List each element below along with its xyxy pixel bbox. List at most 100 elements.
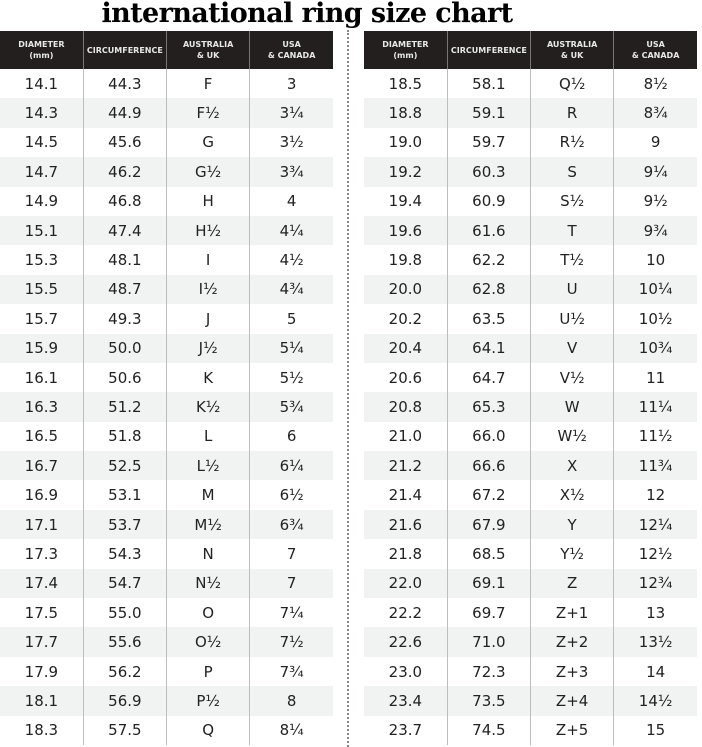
header-australia-uk: AUSTRALIA & UK [529, 31, 614, 69]
table-row: 14.5 45.6 G 3½ [0, 127, 333, 158]
header-circumference: CIRCUMFERENCE [446, 31, 531, 69]
cell-usa-canada: 11¾ [613, 451, 697, 481]
cell-usa-canada: 9¼ [613, 157, 697, 187]
cell-circumference: 54.7 [82, 568, 167, 599]
cell-diameter: 19.2 [364, 157, 448, 187]
cell-usa-canada: 8½ [613, 69, 697, 99]
table-row: 16.1 50.6 K 5½ [0, 362, 333, 393]
cell-circumference: 51.8 [82, 421, 167, 452]
table-row: 18.8 59.1 R 8¾ [364, 98, 697, 128]
cell-diameter: 19.8 [388, 251, 423, 270]
cell-australia-uk: M½ [165, 509, 250, 540]
table-row: 19.4 60.9 S½ 9½ [364, 186, 697, 216]
table-row: 17.7 55.6 O½ 7½ [0, 627, 333, 657]
cell-usa-canada: 10¾ [613, 333, 697, 363]
table-row: 19.8 62.2 T½ 10 [364, 245, 697, 275]
cell-usa-canada: 4 [249, 186, 333, 216]
table-row: 22.6 71.0 Z+2 13½ [364, 627, 697, 657]
cell-circumference: 50.0 [82, 333, 167, 363]
cell-diameter: 22.2 [388, 603, 423, 622]
cell-usa-canada: 10 [613, 245, 697, 275]
cell-usa-canada: 3½ [249, 127, 333, 158]
table-row: 14.9 46.8 H 4 [0, 186, 333, 216]
cell-circumference: 48.1 [82, 245, 167, 275]
table-row: 21.2 66.6 X 11¾ [364, 451, 697, 481]
cell-australia-uk: P½ [165, 686, 250, 716]
table-row: 21.4 67.2 X½ 12 [364, 480, 697, 510]
table-row: 17.5 55.0 O 7¼ [0, 598, 333, 628]
table-body: 14.1 44.3 F 3 14.3 44.9 F½ 3¼ 14.5 45.6 G 3½ 14.7 46.… [0, 69, 333, 745]
cell-diameter: 16.9 [24, 486, 59, 505]
table-row: 23.0 72.3 Z+3 14 [364, 656, 697, 687]
cell-circumference: 61.6 [446, 215, 531, 246]
cell-australia-uk: J½ [165, 333, 250, 363]
cell-australia-uk: H [165, 186, 250, 216]
dotted-divider [347, 30, 349, 747]
cell-usa-canada: 6 [249, 421, 333, 452]
cell-diameter: 16.7 [0, 451, 84, 481]
cell-australia-uk: W [529, 392, 614, 422]
cell-usa-canada: 12¼ [613, 509, 697, 540]
cell-australia-uk: Q½ [529, 69, 614, 99]
page-title: international ring size chart [101, 0, 513, 29]
cell-usa-canada: 14½ [613, 686, 697, 716]
cell-usa-canada: 4¼ [249, 215, 333, 246]
cell-circumference: 68.5 [446, 539, 531, 569]
cell-australia-uk: R½ [529, 127, 614, 158]
cell-diameter: 14.9 [24, 192, 59, 211]
cell-circumference: 48.7 [82, 274, 167, 305]
cell-diameter: 22.6 [364, 627, 448, 657]
cell-circumference: 44.9 [82, 98, 167, 128]
cell-usa-canada: 7½ [249, 627, 333, 657]
cell-usa-canada: 7¾ [249, 656, 333, 687]
cell-circumference: 67.9 [446, 509, 531, 540]
table-row: 20.8 65.3 W 11¼ [364, 392, 697, 422]
cell-circumference: 64.7 [446, 362, 531, 393]
table-row: 17.1 53.7 M½ 6¾ [0, 509, 333, 540]
table-row: 16.9 53.1 M 6½ [0, 480, 333, 510]
cell-usa-canada: 15 [613, 715, 697, 745]
cell-australia-uk: S½ [529, 186, 614, 216]
cell-usa-canada: 8¾ [613, 98, 697, 128]
cell-usa-canada: 6¾ [249, 509, 333, 540]
table-row: 22.2 69.7 Z+1 13 [364, 598, 697, 628]
cell-circumference: 71.0 [446, 627, 531, 657]
cell-australia-uk: X½ [529, 480, 614, 510]
cell-australia-uk: O½ [165, 627, 250, 657]
cell-circumference: 67.2 [446, 480, 531, 510]
cell-diameter: 21.0 [388, 427, 423, 446]
cell-australia-uk: G [165, 127, 250, 158]
cell-diameter: 22.0 [364, 568, 448, 599]
cell-usa-canada: 12½ [613, 539, 697, 569]
cell-australia-uk: T [529, 215, 614, 246]
cell-diameter: 14.1 [24, 74, 59, 93]
cell-circumference: 62.8 [446, 274, 531, 305]
table-row: 18.5 58.1 Q½ 8½ [364, 69, 697, 99]
cell-diameter: 17.3 [24, 544, 59, 563]
table-row: 20.4 64.1 V 10¾ [364, 333, 697, 363]
table-row: 21.0 66.0 W½ 11½ [364, 421, 697, 452]
cell-australia-uk: Y½ [529, 539, 614, 569]
table-row: 20.2 63.5 U½ 10½ [364, 304, 697, 334]
cell-usa-canada: 9½ [613, 186, 697, 216]
cell-australia-uk: J [165, 304, 250, 334]
cell-circumference: 72.3 [446, 656, 531, 687]
cell-usa-canada: 9 [613, 127, 697, 158]
cell-circumference: 60.3 [446, 157, 531, 187]
cell-australia-uk: Q [165, 715, 250, 745]
table-row: 16.3 51.2 K½ 5¾ [0, 392, 333, 422]
table-row: 17.3 54.3 N 7 [0, 539, 333, 569]
cell-usa-canada: 7 [249, 539, 333, 569]
cell-circumference: 65.3 [446, 392, 531, 422]
cell-circumference: 51.2 [82, 392, 167, 422]
cell-diameter: 17.4 [0, 568, 84, 599]
cell-australia-uk: N½ [165, 568, 250, 599]
cell-australia-uk: L½ [165, 451, 250, 481]
cell-circumference: 44.3 [82, 69, 167, 99]
cell-australia-uk: X [529, 451, 614, 481]
cell-circumference: 50.6 [82, 362, 167, 393]
cell-circumference: 49.3 [82, 304, 167, 334]
cell-diameter: 23.7 [388, 721, 423, 740]
header-diameter: DIAMETER (mm) [0, 31, 84, 69]
cell-usa-canada: 5¾ [249, 392, 333, 422]
